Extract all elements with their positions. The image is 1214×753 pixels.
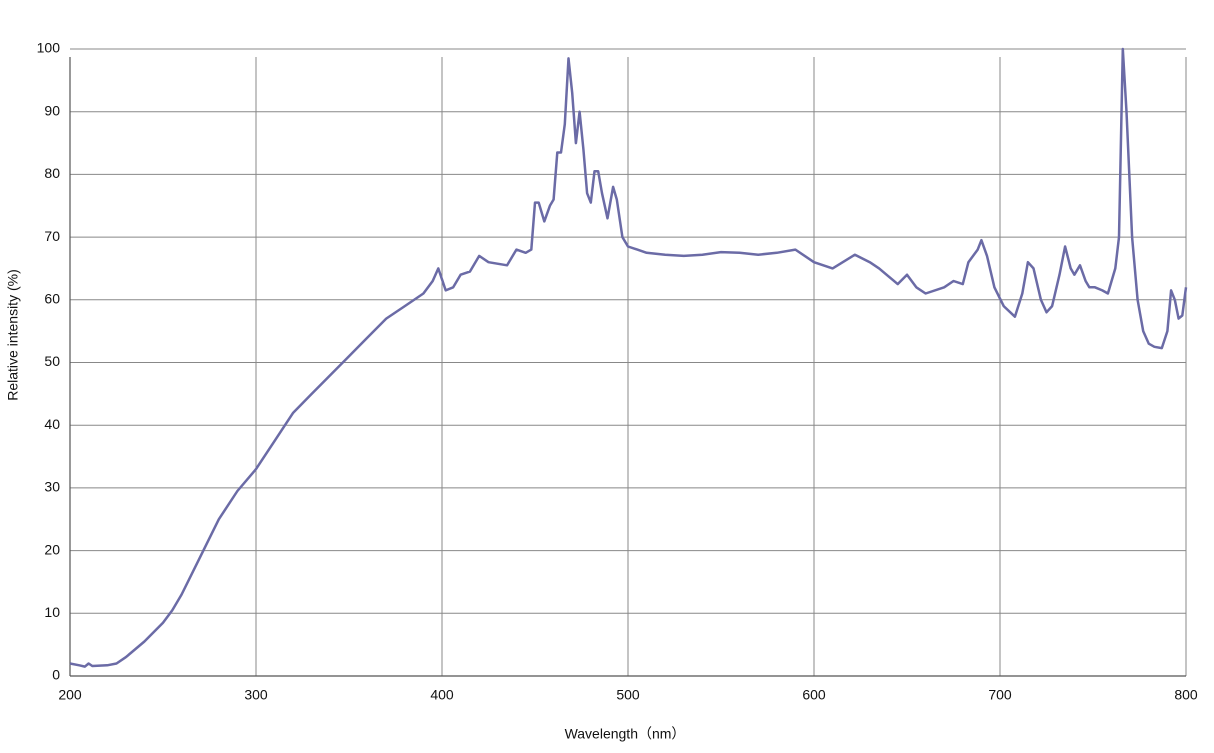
- spectrum-line: [69, 47, 1188, 668]
- y-tick-label: 50: [44, 353, 60, 369]
- y-tick-label: 10: [44, 604, 60, 620]
- x-tick-label: 500: [616, 687, 640, 703]
- y-tick-label: 0: [52, 667, 60, 683]
- y-tick-label: 70: [44, 228, 60, 244]
- x-tick-label: 400: [430, 687, 454, 703]
- y-axis-label: Relative intensity (%): [5, 269, 21, 401]
- y-tick-label: 30: [44, 479, 60, 495]
- y-tick-label: 100: [37, 40, 61, 56]
- y-tick-label: 20: [44, 541, 60, 557]
- x-tick-label: 300: [244, 687, 268, 703]
- x-tick-label: 700: [988, 687, 1012, 703]
- x-tick-label: 600: [802, 687, 826, 703]
- y-tick-label: 90: [44, 102, 60, 118]
- x-tick-label: 200: [58, 687, 82, 703]
- y-tick-label: 80: [44, 165, 60, 181]
- y-tick-label: 60: [44, 291, 60, 307]
- x-tick-label: 800: [1174, 687, 1198, 703]
- y-tick-label: 40: [44, 416, 60, 432]
- x-axis-label: Wavelength（nm）: [565, 726, 686, 742]
